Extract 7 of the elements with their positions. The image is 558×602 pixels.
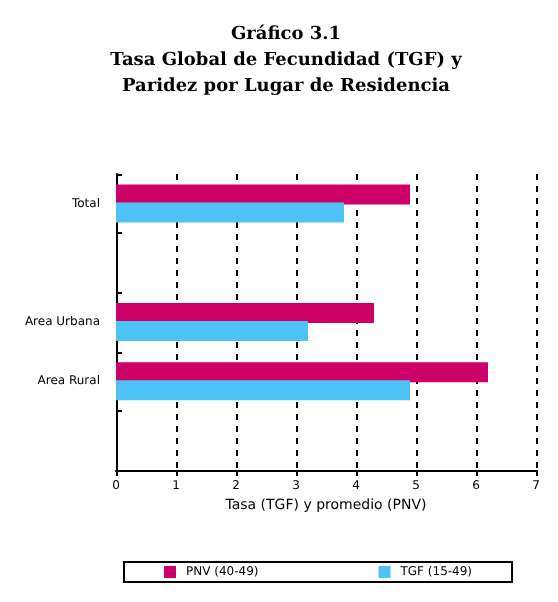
bar [116,321,308,341]
bar [116,380,410,401]
chart-title: Gráfico 3.1 Tasa Global de Fecundidad (TGF) y Paridez por Lugar de Residencia [110,23,464,97]
bar [116,184,410,205]
bar [116,362,488,383]
bar [116,202,344,223]
bar [116,303,374,323]
